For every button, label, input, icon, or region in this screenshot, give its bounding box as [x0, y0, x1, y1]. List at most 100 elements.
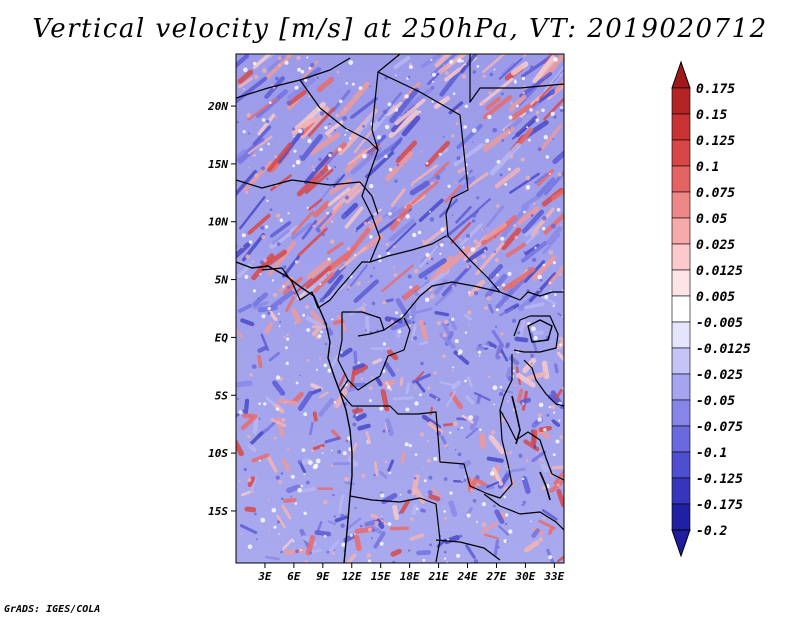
field-speckle-dot	[449, 59, 454, 64]
field-speckle-dot	[319, 297, 325, 303]
field-speckle-dot	[482, 74, 486, 78]
field-speckle-dot	[297, 487, 302, 493]
field-speckle-dot	[430, 181, 434, 185]
field-streak	[501, 62, 516, 76]
field-speckle-dot	[554, 293, 557, 296]
field-speckle-dot	[404, 94, 409, 99]
field-speckle-dot	[328, 153, 332, 158]
field-streak	[482, 126, 515, 152]
field-speckle-dot	[265, 119, 270, 124]
field-speckle-dot	[354, 254, 356, 256]
field-speckle-dot	[278, 325, 281, 328]
field-speckle-dot	[324, 126, 328, 130]
field-speckle-dot	[344, 133, 347, 136]
field-streak	[530, 207, 555, 237]
field-speckle-dot	[368, 399, 372, 403]
field-speckle-dot	[475, 475, 480, 480]
field-speckle-dot	[261, 68, 267, 74]
field-speckle-dot	[532, 202, 536, 205]
field-speckle-dot	[509, 126, 511, 129]
field-streak	[324, 151, 338, 168]
field-speckle-dot	[308, 95, 311, 98]
field-speckle-dot	[344, 476, 349, 482]
field-streak	[282, 538, 294, 550]
field-speckle-dot	[329, 239, 335, 245]
field-streak	[380, 379, 396, 387]
field-streak	[433, 161, 450, 177]
field-speckle-dot	[407, 110, 410, 114]
field-speckle-dot	[499, 173, 503, 177]
field-speckle-dot	[354, 506, 357, 509]
field-speckle-dot	[273, 525, 277, 529]
field-speckle-dot	[397, 156, 401, 160]
field-streak	[509, 103, 533, 121]
field-speckle-dot	[236, 121, 239, 124]
field-speckle-dot	[279, 321, 282, 323]
field-speckle-dot	[408, 443, 412, 448]
lake-malawi	[539, 471, 551, 501]
field-speckle-dot	[447, 184, 451, 188]
field-streak	[340, 81, 370, 117]
field-streak	[385, 418, 394, 436]
field-speckle-dot	[323, 500, 328, 505]
field-speckle-dot	[331, 464, 334, 467]
field-streak	[310, 388, 322, 395]
field-streak	[301, 486, 316, 493]
field-speckle-dot	[509, 451, 513, 455]
colorbar-label: -0.025	[696, 368, 743, 383]
field-speckle-dot	[407, 75, 411, 79]
field-speckle-dot	[442, 333, 447, 338]
field-streak	[251, 453, 270, 463]
field-speckle-dot	[306, 358, 310, 362]
field-speckle-dot	[267, 311, 271, 316]
field-speckle-dot	[277, 95, 280, 98]
field-streak	[304, 168, 334, 195]
lat-tick-label: 10N	[208, 216, 228, 229]
field-speckle-dot	[408, 62, 412, 66]
field-speckle-dot	[537, 147, 542, 152]
field-streak	[266, 142, 293, 172]
field-speckle-dot	[550, 421, 553, 424]
field-streak	[519, 127, 534, 144]
field-speckle-dot	[294, 502, 298, 505]
field-speckle-dot	[534, 246, 537, 249]
field-speckle-dot	[454, 448, 457, 451]
field-speckle-dot	[318, 108, 321, 111]
field-speckle-dot	[295, 381, 299, 385]
field-streak	[297, 227, 328, 257]
field-speckle-dot	[382, 342, 387, 346]
field-streak	[305, 266, 332, 289]
field-speckle-dot	[443, 510, 447, 513]
field-speckle-dot	[290, 474, 295, 479]
field-speckle-dot	[404, 442, 409, 447]
colorbar-label: 0.15	[696, 108, 727, 123]
field-streak	[345, 517, 362, 531]
field-streak	[440, 245, 472, 274]
field-speckle-dot	[548, 555, 553, 560]
field-streak	[465, 544, 476, 559]
field-streak	[249, 476, 257, 494]
field-streak	[544, 169, 564, 196]
field-streak	[536, 177, 556, 198]
field-streak	[556, 351, 564, 363]
field-speckle-dot	[402, 295, 404, 298]
field-speckle-dot	[369, 85, 371, 88]
field-speckle-dot	[260, 517, 266, 523]
field-speckle-dot	[380, 493, 385, 498]
field-streak	[434, 311, 450, 317]
field-speckle-dot	[549, 173, 551, 175]
field-speckle-dot	[327, 257, 331, 261]
colorbar-label: -0.125	[696, 472, 743, 487]
field-streak	[247, 443, 257, 452]
field-streak	[434, 289, 454, 306]
field-streak	[313, 272, 335, 293]
field-speckle-dot	[541, 108, 545, 113]
field-streak	[532, 83, 554, 107]
field-speckle-dot	[559, 273, 562, 276]
border-niger-north	[299, 79, 379, 151]
field-speckle-dot	[461, 59, 464, 63]
field-speckle-dot	[416, 507, 419, 511]
field-streak	[238, 303, 253, 313]
field-speckle-dot	[286, 100, 292, 106]
latitude-axis: 20N 15N 10N 5N EQ 5S 10S 15S	[207, 100, 236, 518]
